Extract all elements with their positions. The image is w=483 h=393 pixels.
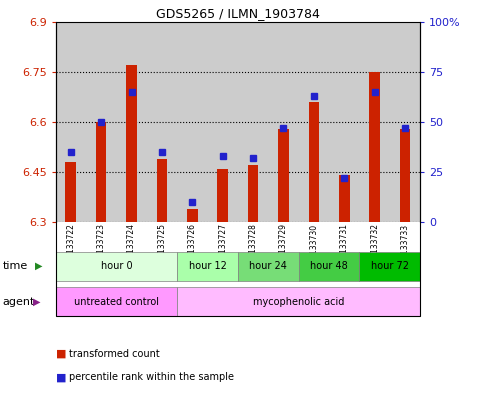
- Title: GDS5265 / ILMN_1903784: GDS5265 / ILMN_1903784: [156, 7, 320, 20]
- Bar: [329, 22, 359, 222]
- Bar: [86, 22, 116, 222]
- Bar: [116, 22, 147, 222]
- Bar: [298, 22, 329, 222]
- Bar: [268, 22, 298, 222]
- Text: hour 24: hour 24: [249, 261, 287, 271]
- Bar: [96, 122, 106, 222]
- Text: time: time: [2, 261, 28, 271]
- Bar: [309, 102, 319, 222]
- Bar: [248, 165, 258, 222]
- Text: hour 48: hour 48: [310, 261, 348, 271]
- Text: ▶: ▶: [33, 297, 41, 307]
- Text: mycophenolic acid: mycophenolic acid: [253, 297, 344, 307]
- Bar: [278, 129, 289, 222]
- Bar: [359, 22, 390, 222]
- Text: hour 0: hour 0: [100, 261, 132, 271]
- Text: transformed count: transformed count: [69, 349, 160, 359]
- Text: agent: agent: [2, 297, 35, 307]
- Bar: [390, 22, 420, 222]
- Bar: [56, 22, 86, 222]
- Bar: [369, 72, 380, 222]
- Bar: [187, 209, 198, 222]
- Bar: [147, 22, 177, 222]
- Text: untreated control: untreated control: [74, 297, 159, 307]
- Bar: [126, 65, 137, 222]
- Bar: [400, 129, 411, 222]
- Bar: [177, 22, 208, 222]
- Bar: [156, 158, 167, 222]
- Bar: [238, 22, 268, 222]
- Text: ■: ■: [56, 372, 70, 382]
- Text: ■: ■: [56, 349, 70, 359]
- Text: hour 72: hour 72: [371, 261, 409, 271]
- Bar: [339, 175, 350, 222]
- Bar: [65, 162, 76, 222]
- Bar: [217, 169, 228, 222]
- Text: percentile rank within the sample: percentile rank within the sample: [69, 372, 234, 382]
- Bar: [208, 22, 238, 222]
- Text: ▶: ▶: [35, 261, 43, 271]
- Text: hour 12: hour 12: [188, 261, 227, 271]
